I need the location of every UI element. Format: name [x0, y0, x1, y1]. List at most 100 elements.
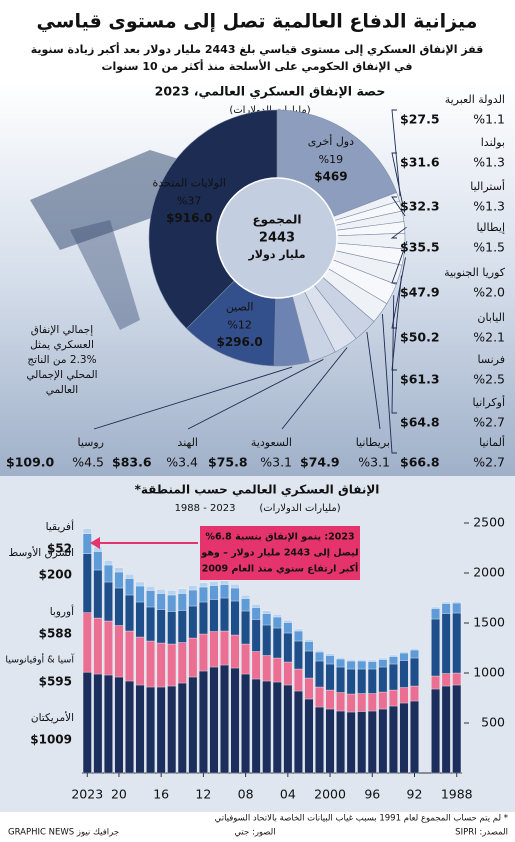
slice-value: $916.0 [166, 211, 212, 225]
y-tick-label: 2500 [473, 515, 505, 530]
country-value: $66.8 [400, 455, 440, 470]
bar-segment [346, 659, 356, 662]
x-tick-label: 92 [407, 787, 423, 802]
bar-segment [135, 585, 145, 603]
gdp-note: إجمالي الإنفاق [31, 324, 94, 336]
bar-subtitle: (مليارات الدولارات) [259, 503, 340, 514]
bar-segment [357, 711, 367, 774]
bar-segment [367, 693, 377, 712]
country-value: $61.3 [400, 372, 440, 387]
leader-line [391, 152, 404, 206]
country-value: $109.0 [6, 455, 55, 470]
slice-value: $296.0 [216, 335, 262, 349]
x-tick-label: 96 [364, 787, 380, 802]
bar-segment [452, 612, 462, 674]
leader-line [281, 347, 348, 430]
annotation-text: 2023: ينمو الإنفاق بنسبة 6.8% [205, 532, 354, 543]
pie-total: 2443 [259, 231, 295, 246]
bar-segment [410, 685, 419, 702]
series-value: $1009 [30, 733, 72, 747]
series-value: $595 [39, 675, 72, 689]
bar-segment [251, 607, 261, 620]
bar-segment [325, 653, 335, 656]
bar-segment [283, 632, 293, 663]
bar-segment [209, 585, 219, 600]
bar-segment [241, 595, 250, 599]
bar-segment [399, 660, 409, 688]
bar-segment [367, 659, 377, 662]
bar-segment [431, 618, 440, 677]
annotation-text: أكبر ارتفاع سنوي منذ العام 2009 [202, 562, 359, 575]
bar-segment [188, 589, 198, 607]
country-value: $74.9 [300, 455, 340, 470]
bar-segment [262, 610, 272, 614]
x-tick-label: 20 [111, 787, 127, 802]
country-value: $64.8 [400, 415, 440, 430]
slice-name: الصين [226, 300, 254, 313]
bar-segment [146, 606, 155, 642]
bar-segment [336, 666, 345, 693]
bar-segment [441, 685, 451, 774]
country-value: $75.8 [208, 455, 248, 470]
bar-segment [336, 658, 345, 668]
bar-segment [441, 613, 451, 674]
series-name: أوروبا [50, 604, 74, 618]
bar-segment [452, 672, 462, 686]
bar-segment [177, 588, 187, 594]
bar-segment [272, 681, 282, 774]
slice-value: $469 [314, 169, 347, 183]
country-share: %1.5 [473, 240, 505, 255]
country-name: الهند [177, 436, 198, 449]
bar-segment [399, 652, 409, 661]
bar-segment [378, 657, 388, 660]
bar-segment [262, 624, 272, 656]
bar-segment [325, 708, 335, 774]
slice-share: %19 [319, 153, 343, 166]
jet-wing [70, 220, 140, 330]
bar-segment [125, 630, 134, 682]
bar-segment [452, 601, 462, 604]
bar-segment [167, 685, 177, 774]
bar-segment [346, 668, 356, 695]
pie-hole [216, 177, 338, 299]
bar-segment [336, 692, 345, 712]
bar-segment [325, 689, 335, 710]
country-value: $27.5 [400, 112, 440, 127]
bar-segment [230, 634, 240, 669]
bar-segment [304, 650, 314, 679]
country-share: %1.3 [473, 199, 505, 214]
country-share: %2.7 [473, 455, 505, 470]
country-share: %2.7 [473, 415, 505, 430]
bar-segment [251, 678, 261, 774]
bar-segment [294, 690, 303, 774]
country-name: فرنسا [477, 353, 505, 366]
bar-segment [399, 687, 409, 704]
bar-segment [209, 666, 219, 774]
bar-segment [452, 684, 462, 774]
bar-segment [357, 660, 367, 670]
series-name: أفريقيا [46, 519, 74, 533]
bar-segment [294, 628, 303, 632]
bar-segment [283, 622, 293, 634]
bar-segment [431, 606, 440, 609]
page-subtitle: قفز الإنفاق العسكري إلى مستوى قياسي بلغ … [31, 42, 484, 56]
country-share: %1.3 [473, 155, 505, 170]
bar-segment [104, 560, 113, 566]
bar-segment [378, 691, 388, 710]
bar-segment [146, 586, 155, 591]
bar-segment [104, 564, 113, 583]
bar-segment [135, 581, 145, 587]
bar-segment [209, 631, 219, 668]
bar-segment [241, 673, 250, 774]
bar-segment [251, 619, 261, 652]
bar-segment [283, 620, 293, 623]
bar-title: الإنفاق العسكري العالمي حسب المنطقة* [135, 483, 380, 497]
bar-segment [294, 630, 303, 642]
country-share: %2.0 [473, 285, 505, 300]
x-tick-label: 16 [153, 787, 169, 802]
bar-segment [146, 590, 155, 608]
bar-segment [241, 643, 250, 675]
bar-segment [93, 617, 103, 675]
bar-segment [410, 657, 419, 687]
bar-segment [199, 633, 208, 672]
